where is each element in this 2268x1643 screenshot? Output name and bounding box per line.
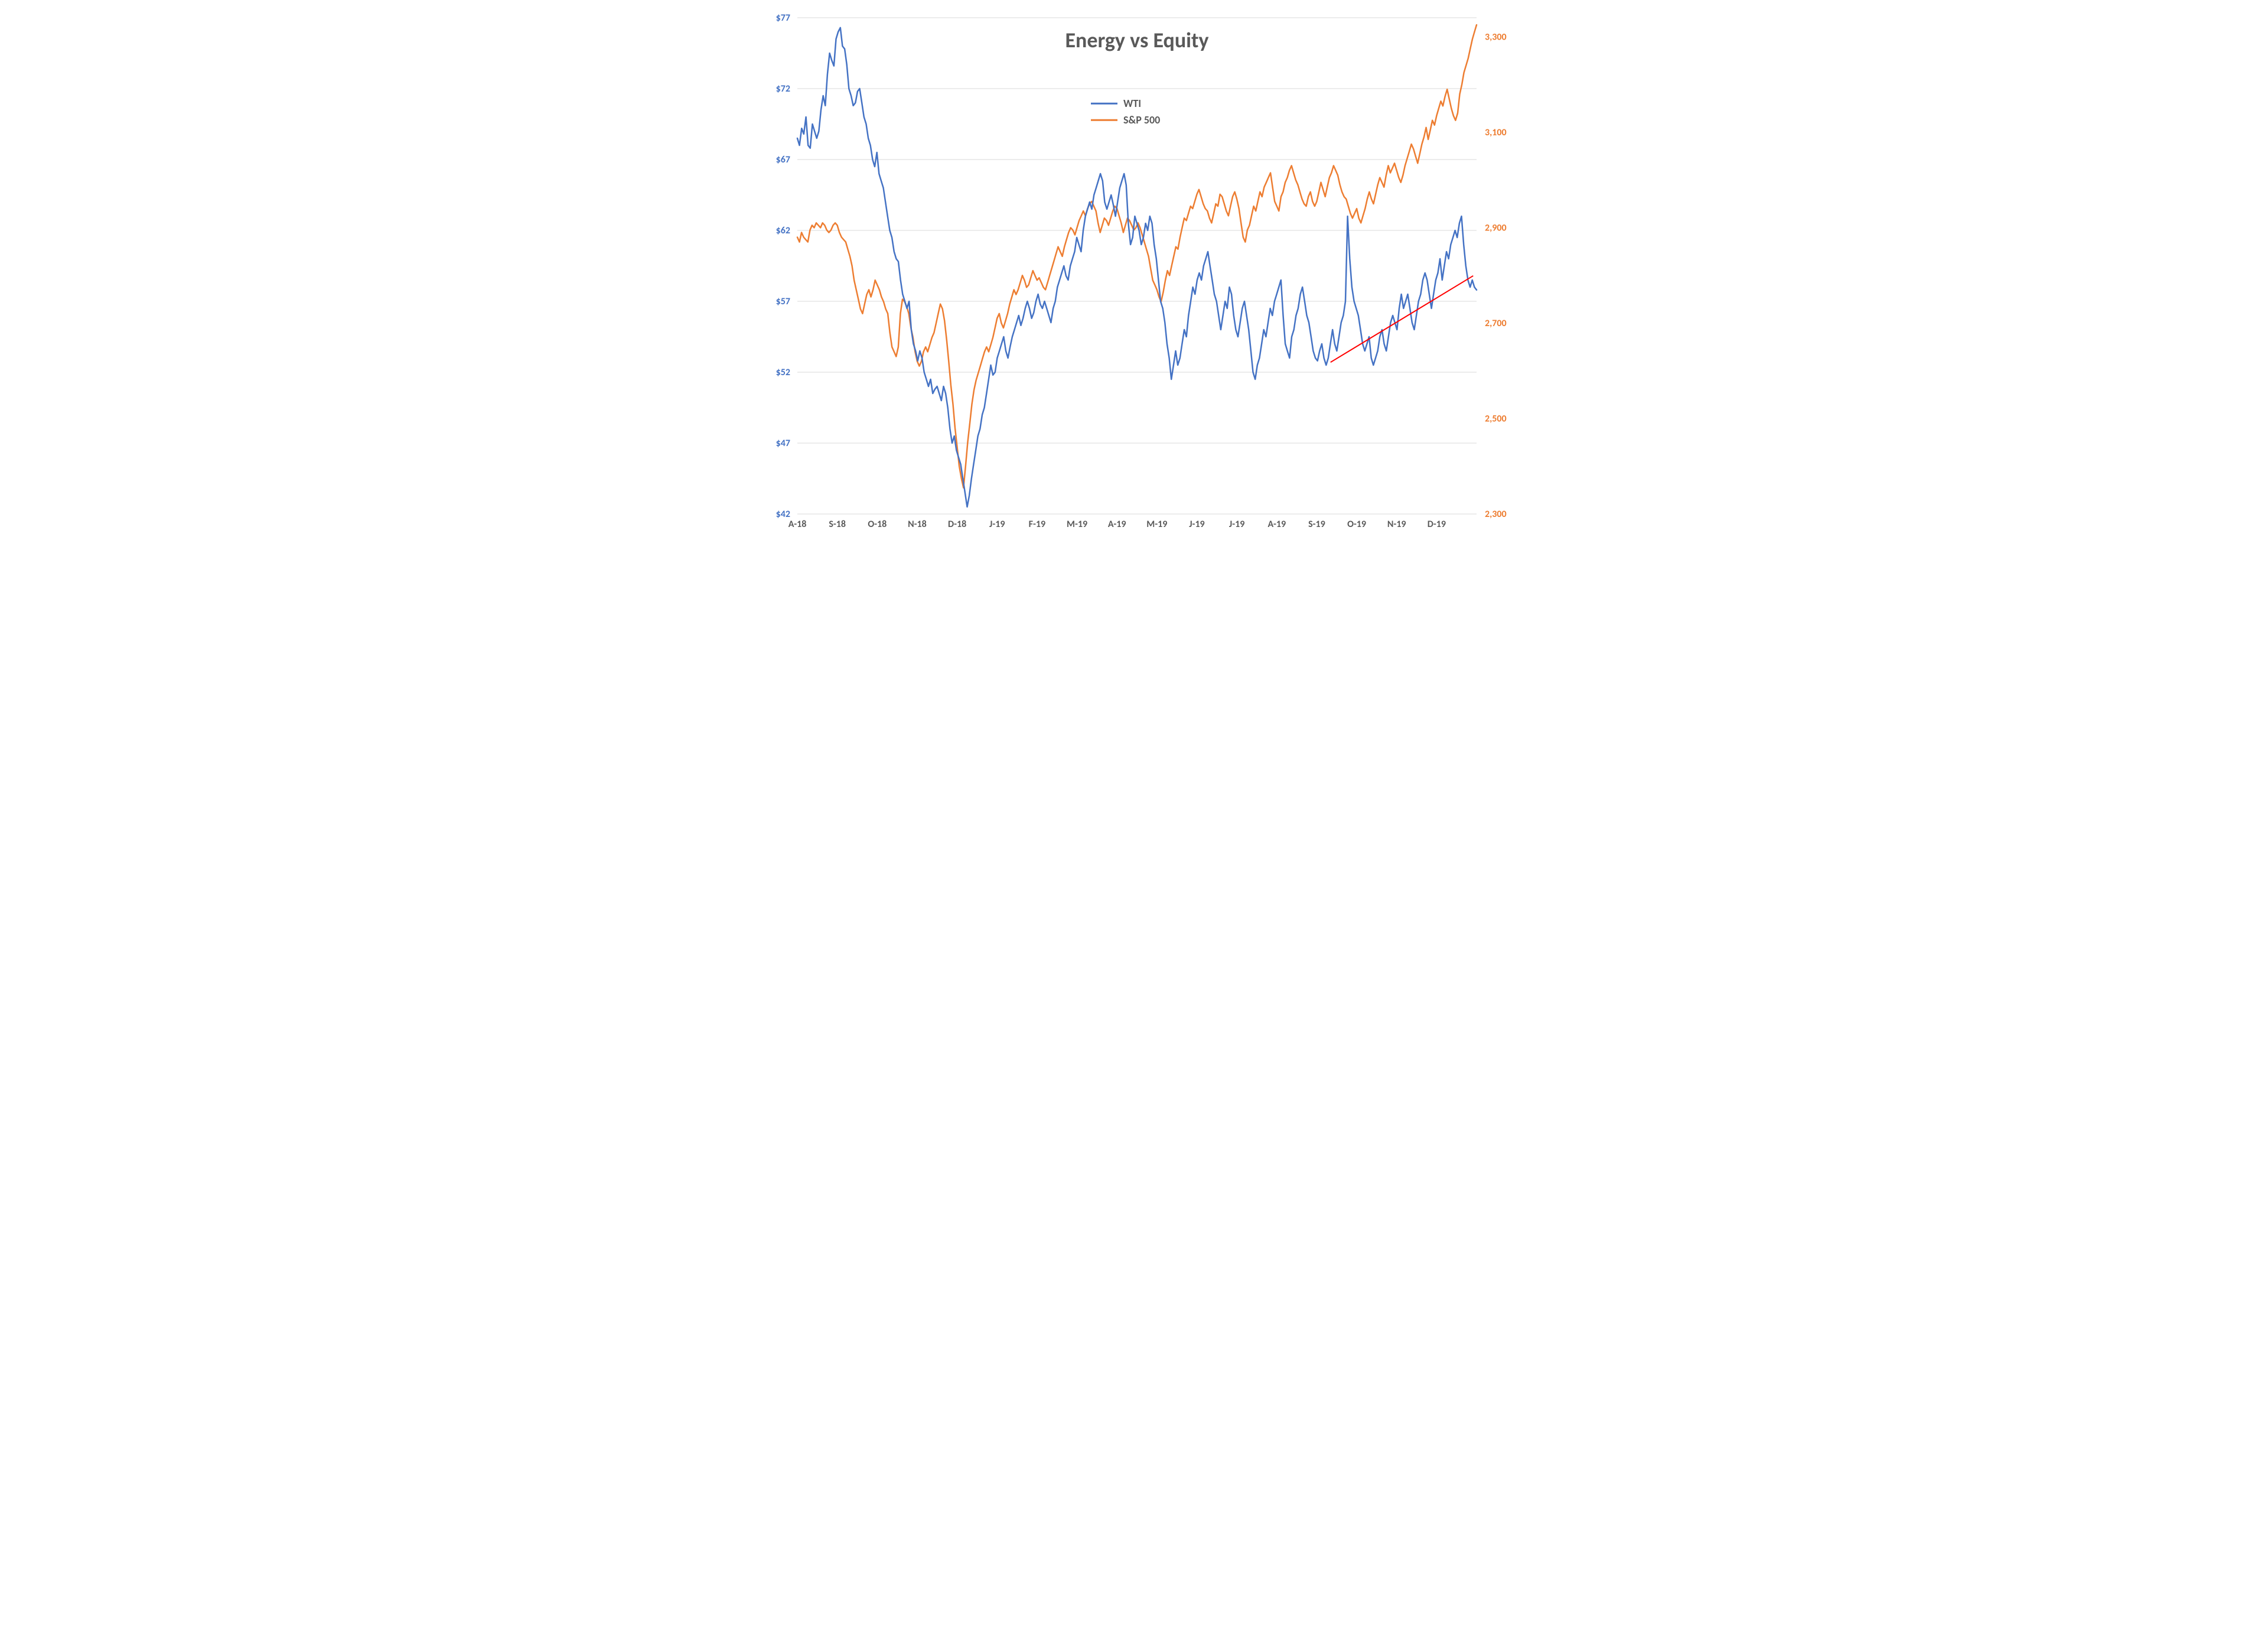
y-left-tick-label: $52: [776, 367, 790, 378]
x-tick-label: M-19: [1067, 519, 1087, 530]
x-tick-label: A-19: [1108, 519, 1126, 530]
x-tick-label: F-19: [1029, 519, 1045, 530]
y-left-tick-label: $67: [776, 154, 790, 165]
y-left-tick-label: $57: [776, 296, 790, 307]
x-tick-label: N-18: [908, 519, 927, 530]
x-tick-label: A-19: [1267, 519, 1286, 530]
legend-label: WTI: [1123, 97, 1141, 110]
x-tick-label: S-19: [1308, 519, 1325, 530]
chart-container: $42$47$52$57$62$67$72$772,3002,5002,7002…: [756, 0, 1512, 548]
chart-svg: $42$47$52$57$62$67$72$772,3002,5002,7002…: [756, 0, 1512, 548]
x-tick-label: J-19: [989, 519, 1005, 530]
x-tick-label: J-19: [1189, 519, 1204, 530]
y-left-tick-label: $72: [776, 83, 790, 95]
y-left-tick-label: $47: [776, 438, 790, 449]
y-right-tick-label: 3,300: [1485, 31, 1507, 43]
x-tick-label: D-19: [1428, 519, 1446, 530]
y-left-tick-label: $77: [776, 12, 790, 24]
legend-label: S&P 500: [1123, 113, 1160, 126]
y-right-tick-label: 2,300: [1485, 509, 1507, 520]
y-right-tick-label: 2,900: [1485, 222, 1507, 233]
x-tick-label: O-18: [868, 519, 887, 530]
y-left-tick-label: $62: [776, 225, 790, 236]
chart-title: Energy vs Equity: [1065, 27, 1208, 53]
x-tick-label: J-19: [1229, 519, 1244, 530]
x-tick-label: D-18: [948, 519, 966, 530]
y-right-tick-label: 3,100: [1485, 127, 1507, 138]
y-right-tick-label: 2,500: [1485, 413, 1507, 424]
x-tick-label: N-19: [1387, 519, 1406, 530]
y-right-tick-label: 2,700: [1485, 318, 1507, 329]
x-tick-label: S-18: [829, 519, 846, 530]
x-tick-label: A-18: [788, 519, 807, 530]
x-tick-label: O-19: [1347, 519, 1366, 530]
x-tick-label: M-19: [1146, 519, 1167, 530]
